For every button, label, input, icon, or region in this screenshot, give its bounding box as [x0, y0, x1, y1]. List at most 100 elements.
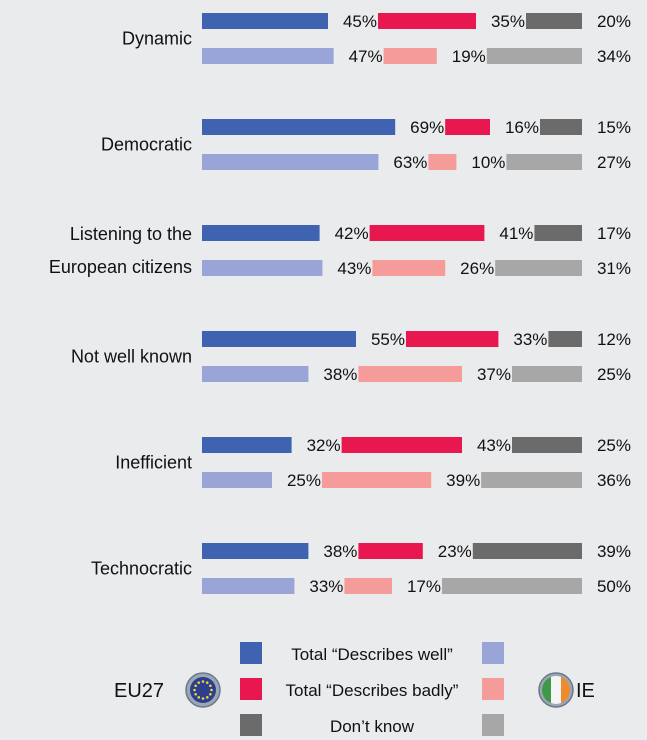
eu-star	[197, 696, 201, 699]
eu-flag-icon	[185, 672, 221, 708]
category-label: Democratic	[101, 135, 192, 155]
bar-ie-dont-know	[442, 578, 582, 594]
data-label: 25%	[287, 471, 321, 490]
bar-ie-dont-know	[512, 366, 582, 382]
category-label: Listening to the	[70, 224, 192, 244]
legend-swatch-eu-well	[240, 642, 262, 664]
eu-star	[194, 684, 197, 688]
data-label: 15%	[597, 118, 631, 137]
legend-swatch-ie-well	[482, 642, 504, 664]
bar-ie-well	[202, 366, 309, 382]
data-label: 55%	[371, 330, 405, 349]
data-label: 34%	[597, 47, 631, 66]
bar-eu27-dont-know	[526, 13, 582, 29]
bar-eu27-well	[202, 13, 328, 29]
bar-ie-dont-know	[495, 260, 582, 276]
legend-swatch-ie-badly	[482, 678, 504, 700]
eu-star	[201, 697, 205, 700]
eu-star	[201, 680, 205, 683]
data-label: 43%	[337, 259, 371, 278]
bar-ie-well	[202, 48, 334, 64]
ireland-flag-icon	[538, 672, 574, 708]
bar-ie-dont-know	[506, 154, 582, 170]
data-label: 69%	[410, 118, 444, 137]
data-label: 20%	[597, 12, 631, 31]
bar-ie-well	[202, 260, 323, 276]
data-label: 39%	[597, 542, 631, 561]
bar-eu27-badly	[369, 225, 485, 241]
bar-eu27-dont-know	[534, 225, 582, 241]
bar-ie-badly	[322, 472, 432, 488]
data-label: 26%	[460, 259, 494, 278]
bar-ie-badly	[372, 260, 446, 276]
data-label: 25%	[597, 436, 631, 455]
legend-label-dont-know: Don’t know	[330, 717, 415, 736]
bar-eu27-badly	[378, 13, 476, 29]
bar-eu27-well	[202, 437, 292, 453]
bar-ie-well	[202, 578, 295, 594]
chart-legend: Total “Describes well” Total “Describes …	[114, 642, 595, 736]
bar-eu27-well	[202, 225, 320, 241]
legend-ie-label: IE	[576, 680, 595, 702]
data-label: 38%	[323, 365, 357, 384]
chart-bars: Dynamic 45% 35% 20% 47% 19% 34% Democratic 69% 16…	[49, 12, 631, 596]
legend-swatch-eu-badly	[240, 678, 262, 700]
legend-label-well: Total “Describes well”	[291, 645, 453, 664]
data-label: 27%	[597, 153, 631, 172]
category-label: Dynamic	[122, 29, 192, 49]
data-label: 43%	[477, 436, 511, 455]
category-label: Inefficient	[115, 453, 192, 473]
eu-star	[205, 696, 209, 699]
bar-eu27-badly	[341, 437, 462, 453]
data-label: 37%	[477, 365, 511, 384]
data-label: 36%	[597, 471, 631, 490]
bar-eu27-dont-know	[548, 331, 582, 347]
data-label: 16%	[505, 118, 539, 137]
data-label: 23%	[438, 542, 472, 561]
bar-eu27-well	[202, 119, 396, 135]
bar-eu27-dont-know	[540, 119, 582, 135]
legend-eu27-label: EU27	[114, 680, 164, 702]
data-label: 19%	[452, 47, 486, 66]
legend-label-badly: Total “Describes badly”	[286, 681, 459, 700]
data-label: 17%	[597, 224, 631, 243]
data-label: 17%	[407, 577, 441, 596]
bar-ie-badly	[358, 366, 462, 382]
bar-ie-badly	[383, 48, 437, 64]
bar-eu27-dont-know	[512, 437, 582, 453]
data-label: 47%	[349, 47, 383, 66]
category-label: Not well known	[71, 347, 192, 367]
bar-ie-badly	[344, 578, 392, 594]
data-label: 33%	[309, 577, 343, 596]
bar-ie-dont-know	[486, 48, 582, 64]
bar-eu27-badly	[445, 119, 490, 135]
legend-swatch-ie-dk	[482, 714, 504, 736]
bar-ie-well	[202, 154, 379, 170]
data-label: 33%	[513, 330, 547, 349]
data-label: 50%	[597, 577, 631, 596]
eu-star	[194, 692, 197, 696]
data-label: 32%	[307, 436, 341, 455]
category-label: Technocratic	[91, 559, 192, 579]
eu-star	[193, 688, 196, 692]
data-label: 10%	[471, 153, 505, 172]
bar-eu27-badly	[358, 543, 423, 559]
legend-swatch-eu-dk	[240, 714, 262, 736]
data-label: 31%	[597, 259, 631, 278]
bar-eu27-dont-know	[472, 543, 582, 559]
category-label: European citizens	[49, 257, 192, 277]
data-label: 38%	[323, 542, 357, 561]
bar-eu27-well	[202, 543, 309, 559]
bar-ie-well	[202, 472, 272, 488]
bar-ie-dont-know	[481, 472, 582, 488]
eu-star	[209, 684, 212, 688]
bar-eu27-well	[202, 331, 356, 347]
bar-ie-badly	[428, 154, 457, 170]
data-label: 41%	[499, 224, 533, 243]
data-label: 63%	[393, 153, 427, 172]
data-label: 35%	[491, 12, 525, 31]
eu-star	[209, 692, 212, 696]
data-label: 12%	[597, 330, 631, 349]
data-label: 39%	[446, 471, 480, 490]
eu-star	[210, 688, 213, 692]
